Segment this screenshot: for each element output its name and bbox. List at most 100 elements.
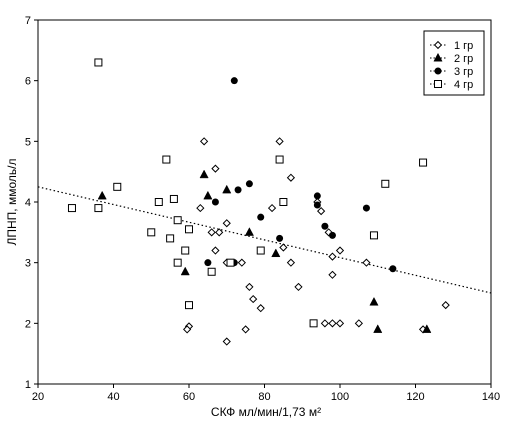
- data-point: [441, 301, 450, 310]
- data-point: [173, 258, 182, 267]
- data-point: [244, 227, 254, 236]
- data-point: [276, 234, 284, 242]
- x-tick-label: 120: [406, 391, 424, 403]
- data-point: [196, 203, 205, 213]
- data-point: [328, 319, 337, 328]
- legend-label: 4 гр: [454, 79, 473, 91]
- data-point: [389, 265, 397, 273]
- y-axis-title: ЛПНП, ммоль/л: [5, 159, 19, 246]
- data-point: [286, 173, 296, 182]
- data-point: [222, 219, 231, 228]
- data-point: [354, 319, 363, 328]
- trendline: [37, 186, 492, 294]
- data-point: [113, 182, 122, 191]
- data-point: [199, 169, 209, 179]
- legend-label: 1 гр: [454, 40, 473, 52]
- data-point: [328, 270, 337, 279]
- data-point: [335, 246, 345, 255]
- data-point: [199, 137, 209, 146]
- x-tick-label: 100: [331, 391, 349, 403]
- data-point: [162, 155, 171, 164]
- data-point: [211, 246, 220, 255]
- x-axis-title: СКФ мл/мин/1,73 м²: [211, 405, 321, 419]
- data-point: [279, 198, 288, 206]
- data-point: [185, 301, 193, 310]
- data-point: [147, 228, 156, 237]
- x-tick-label: 40: [107, 391, 119, 403]
- data-point: [256, 246, 265, 255]
- data-point: [181, 246, 190, 255]
- data-point: [185, 225, 193, 234]
- legend-label: 3 гр: [454, 66, 473, 78]
- data-point: [373, 324, 383, 333]
- y-tick-label: 3: [25, 258, 31, 270]
- series-1: [183, 137, 450, 346]
- y-tick-label: 7: [25, 15, 31, 27]
- data-point: [328, 252, 337, 261]
- legend-label: 2 гр: [454, 53, 473, 65]
- data-point: [279, 243, 288, 252]
- data-point: [241, 325, 250, 334]
- legend-marker: [434, 80, 442, 88]
- data-point: [180, 266, 190, 276]
- legend-marker: [433, 40, 443, 50]
- data-point: [362, 258, 371, 267]
- data-point: [245, 282, 254, 292]
- data-point: [211, 164, 220, 173]
- y-tick-label: 5: [25, 136, 31, 148]
- data-point: [309, 319, 318, 328]
- y-tick-label: 6: [25, 76, 31, 88]
- data-point: [94, 204, 103, 213]
- data-point: [328, 231, 336, 239]
- y-tick-label: 4: [25, 197, 31, 209]
- data-point: [207, 267, 216, 276]
- data-point: [257, 213, 265, 221]
- data-point: [422, 324, 432, 333]
- data-point: [207, 228, 216, 237]
- series-2: [97, 169, 432, 333]
- data-point: [226, 258, 235, 267]
- data-point: [237, 258, 246, 267]
- data-point: [419, 158, 428, 167]
- data-point: [275, 155, 284, 164]
- data-point: [173, 216, 182, 225]
- data-point: [381, 179, 390, 188]
- data-point: [183, 325, 192, 334]
- data-points-group: [67, 58, 450, 346]
- data-point: [256, 304, 265, 313]
- data-point: [362, 204, 370, 212]
- data-point: [97, 190, 107, 200]
- data-point: [169, 194, 178, 203]
- data-point: [211, 198, 219, 206]
- data-point: [166, 234, 175, 243]
- data-point: [320, 319, 330, 328]
- data-point: [154, 198, 163, 206]
- data-point: [215, 228, 224, 237]
- data-point: [67, 204, 76, 213]
- x-tick-label: 60: [183, 391, 195, 403]
- data-point: [275, 137, 284, 146]
- x-tick-label: 20: [32, 391, 44, 403]
- y-tick-label: 1: [25, 379, 31, 391]
- y-tick-label: 2: [25, 318, 31, 330]
- data-point: [321, 222, 329, 230]
- legend-marker: [434, 67, 442, 75]
- data-point: [204, 259, 212, 267]
- data-point: [294, 282, 303, 292]
- legend-marker: [433, 52, 443, 62]
- data-point: [222, 184, 232, 194]
- data-point: [222, 337, 231, 346]
- data-point: [230, 77, 238, 85]
- data-point: [267, 203, 277, 213]
- data-point: [249, 294, 258, 304]
- data-point: [317, 206, 326, 216]
- data-point: [245, 180, 253, 188]
- data-point: [313, 201, 321, 209]
- x-tick-label: 80: [258, 391, 270, 403]
- legend: 1 гр2 гр3 гр4 гр: [423, 30, 485, 96]
- trendline-group: [37, 186, 492, 294]
- series-4: [67, 58, 428, 328]
- data-point: [324, 228, 333, 237]
- axis-ticks-group: 20 40 60 80 100 120 140 1 2 3 4 5 6 7: [25, 15, 500, 403]
